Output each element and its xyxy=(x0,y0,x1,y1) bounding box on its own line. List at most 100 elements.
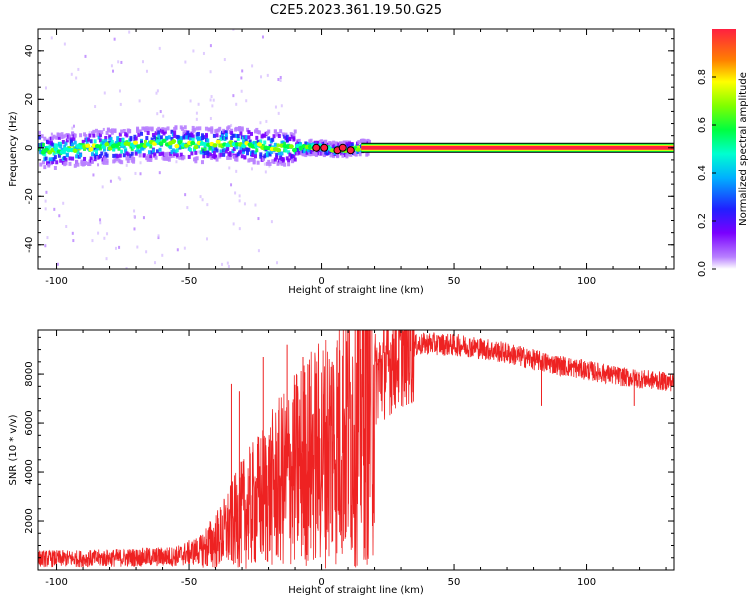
heatmap-cell xyxy=(73,163,77,168)
heatmap-cell xyxy=(305,150,309,155)
heatmap-cell xyxy=(134,136,138,141)
heatmap-cell xyxy=(81,139,85,144)
heatmap-cell xyxy=(157,133,161,138)
heatmap-cell xyxy=(277,134,281,139)
heatmap-cell xyxy=(350,143,354,148)
heatmap-cell xyxy=(269,150,273,155)
heatmap-cell xyxy=(157,126,161,131)
heatmap-cell xyxy=(128,129,132,134)
heatmap-cell xyxy=(41,142,45,147)
heatmap-cell xyxy=(126,152,130,157)
heatmap-speck xyxy=(45,190,48,194)
snr-panel: -100 -50 0 50 100 2000 4000 6000 8000 Height of … xyxy=(8,329,675,596)
heatmap-cell xyxy=(226,147,230,152)
heatmap-cell xyxy=(84,161,88,166)
heatmap-cell xyxy=(41,160,45,165)
heatmap-speck xyxy=(109,179,112,183)
snr-axes: -100 -50 0 50 100 2000 4000 6000 8000 xyxy=(24,330,674,588)
heatmap-cell xyxy=(179,152,183,157)
heatmap-speck xyxy=(154,261,157,265)
heatmap-cell xyxy=(299,143,303,148)
heatmap-cell xyxy=(167,135,171,140)
heatmap-cell xyxy=(367,139,371,144)
heatmap-cell xyxy=(122,144,126,149)
heatmap-cell xyxy=(138,129,142,134)
heatmap-cell xyxy=(166,151,170,156)
heatmap-speck xyxy=(62,201,65,205)
heatmap-speck xyxy=(192,49,195,53)
heatmap-cell xyxy=(110,128,114,133)
heatmap-speck xyxy=(46,236,49,240)
heatmap-cell xyxy=(232,133,236,138)
heatmap-ridge-cell xyxy=(171,139,177,144)
heatmap-cell xyxy=(97,130,101,135)
heatmap-cell xyxy=(163,129,167,134)
heatmap-cell xyxy=(234,127,238,132)
heatmap-ridge-cell xyxy=(104,142,110,147)
heatmap-speck xyxy=(125,163,128,167)
heatmap-cell xyxy=(47,163,51,168)
heatmap-cell xyxy=(146,154,150,159)
heatmap-cell xyxy=(154,131,158,136)
heatmap-cell xyxy=(102,157,106,162)
snr-x-label: Height of straight line (km) xyxy=(288,585,424,596)
heatmap-cell xyxy=(175,148,179,153)
colorbar-tick-label: 0.6 xyxy=(697,117,708,133)
heatmap-speck xyxy=(260,75,263,79)
heatmap-speck xyxy=(250,167,253,171)
heatmap-cell xyxy=(194,150,198,155)
heatmap-cell xyxy=(147,150,151,155)
heatmap-cell xyxy=(47,140,51,145)
heatmap-speck xyxy=(63,42,66,46)
heatmap-speck xyxy=(161,156,164,160)
heatmap-cell xyxy=(210,126,214,131)
heatmap-cell xyxy=(325,151,329,156)
heatmap-cell xyxy=(224,135,228,140)
heatmap-cell xyxy=(51,142,55,147)
heatmap-cell xyxy=(105,160,109,165)
heatmap-speck xyxy=(156,89,159,93)
heatmap-speck xyxy=(136,245,139,249)
heatmap-cell xyxy=(169,145,173,150)
heatmap-cell xyxy=(189,147,193,152)
heatmap-cell xyxy=(206,138,210,143)
heatmap-speck xyxy=(84,54,87,58)
heatmap-speck xyxy=(223,58,226,62)
heatmap-cell xyxy=(175,153,179,158)
snr-y-label: SNR (10 * v/v) xyxy=(8,414,19,485)
heatmap-speck xyxy=(133,215,136,219)
heatmap-cell xyxy=(247,130,251,135)
heatmap-cell xyxy=(219,136,223,141)
heatmap-cell xyxy=(212,133,216,138)
spectrogram-x-tick-label: 50 xyxy=(448,276,461,287)
heatmap-cell xyxy=(366,151,370,156)
heatmap-cell xyxy=(55,150,59,155)
colorbar-tick-label: 0.8 xyxy=(697,69,708,85)
heatmap-speck xyxy=(235,102,238,106)
heatmap-cell xyxy=(253,154,257,159)
heatmap-cell xyxy=(61,134,65,139)
heatmap-speck xyxy=(240,76,243,80)
heatmap-cell xyxy=(287,158,291,163)
heatmap-cell xyxy=(52,151,56,156)
heatmap-cell xyxy=(140,131,144,136)
heatmap-cell xyxy=(59,158,63,163)
snr-y-tick-label: 8000 xyxy=(24,361,35,386)
heatmap-cell xyxy=(89,139,93,144)
heatmap-cell xyxy=(230,135,234,140)
heatmap-cell xyxy=(281,132,285,137)
heatmap-cell xyxy=(53,143,57,148)
heatmap-cell xyxy=(215,133,219,138)
heatmap-cell xyxy=(85,139,89,144)
heatmap-cell xyxy=(193,147,197,152)
heatmap-cell xyxy=(186,131,190,136)
heatmap-speck xyxy=(72,124,75,128)
heatmap-cell xyxy=(329,153,333,158)
heatmap-cell xyxy=(165,136,169,141)
heatmap-cell xyxy=(243,155,247,160)
heatmap-cell xyxy=(252,160,256,165)
heatmap-cell xyxy=(244,135,248,140)
snr-x-tick-label: -100 xyxy=(45,577,68,588)
heatmap-speck xyxy=(119,177,122,181)
heatmap-cell xyxy=(232,147,236,152)
